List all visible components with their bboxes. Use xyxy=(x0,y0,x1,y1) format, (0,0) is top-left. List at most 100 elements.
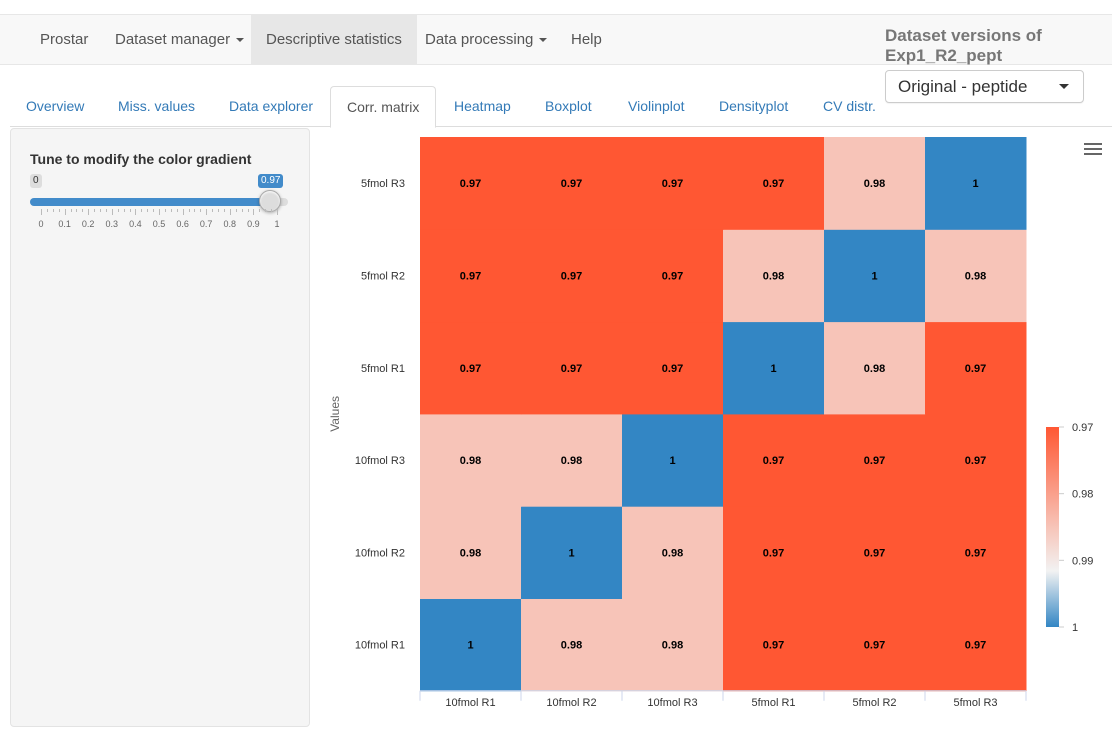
nav-help[interactable]: Help xyxy=(571,31,602,48)
chevron-down-icon xyxy=(1059,84,1069,89)
heatmap-cell-label: 0.97 xyxy=(662,270,683,282)
y-axis-tick-label: 5fmol R2 xyxy=(361,270,405,282)
slider-tick-label: 0.6 xyxy=(176,219,189,229)
slider-tick-label: 1 xyxy=(274,219,280,229)
nav-dataset-manager[interactable]: Dataset manager xyxy=(100,15,259,65)
heatmap-cell-label: 0.98 xyxy=(460,455,481,467)
slider-tick xyxy=(271,209,273,212)
legend-color-bar xyxy=(1046,427,1059,627)
chart-menu-icon[interactable] xyxy=(1084,143,1102,157)
heatmap-cell-label: 0.97 xyxy=(763,547,784,559)
heatmap-cell xyxy=(420,321,522,415)
slider-tick xyxy=(82,209,84,212)
tab-violinplot[interactable]: Violinplot xyxy=(628,98,685,114)
heatmap-cell-label: 0.98 xyxy=(662,640,683,652)
slider-tick xyxy=(265,209,267,212)
slider-tick-label: 0.5 xyxy=(152,219,166,229)
heatmap-cell xyxy=(925,137,1027,230)
heatmap-cell xyxy=(420,137,522,230)
slider-tick xyxy=(105,209,107,212)
heatmap-cell-label: 1 xyxy=(972,178,978,190)
heatmap-cell xyxy=(723,137,825,230)
heatmap-cell xyxy=(824,321,926,415)
slider-tick xyxy=(170,209,172,212)
heatmap-cell xyxy=(824,506,926,599)
heatmap-cell-label: 0.97 xyxy=(662,363,683,375)
x-axis-tick-label: 10fmol R3 xyxy=(647,697,697,709)
slider-tick xyxy=(164,209,166,212)
slider-label: Tune to modify the color gradient xyxy=(30,151,252,167)
slider-tick xyxy=(111,209,113,215)
nav-data-processing[interactable]: Data processing xyxy=(410,15,562,65)
slider-tick xyxy=(135,209,137,215)
slider-tick-label: 0.9 xyxy=(247,219,260,229)
tab-heatmap[interactable]: Heatmap xyxy=(454,98,511,114)
tab-overview[interactable]: Overview xyxy=(26,98,85,114)
tab-miss-values[interactable]: Miss. values xyxy=(118,98,196,114)
slider-handle[interactable] xyxy=(258,190,281,212)
heatmap-cell-label: 0.98 xyxy=(965,270,986,282)
x-axis-tick-label: 5fmol R1 xyxy=(751,697,795,709)
tab-boxplot[interactable]: Boxplot xyxy=(545,98,592,114)
slider-tick xyxy=(52,209,54,212)
slider-tick xyxy=(212,209,214,212)
heatmap-cell-label: 0.97 xyxy=(460,270,481,282)
dataset-version-select[interactable]: Original - peptide xyxy=(885,70,1084,103)
y-axis-tick-label: 10fmol R2 xyxy=(355,547,405,559)
slider-tick-label: 0.8 xyxy=(223,219,237,229)
heatmap-cell xyxy=(420,413,522,507)
tab-data-explorer[interactable]: Data explorer xyxy=(229,98,314,114)
slider-tick xyxy=(94,209,96,212)
heatmap-cell xyxy=(521,321,623,415)
heatmap-cell-label: 0.97 xyxy=(864,455,885,467)
heatmap-cell xyxy=(723,229,825,323)
heatmap-cell-label: 0.97 xyxy=(864,547,885,559)
heatmap-cell xyxy=(420,229,522,323)
heatmap-cell xyxy=(723,321,825,415)
heatmap-cell xyxy=(420,598,522,692)
slider-tick xyxy=(41,209,42,215)
heatmap-cell xyxy=(723,598,825,692)
y-axis-tick-label: 10fmol R3 xyxy=(355,455,405,467)
slider-tick-label: 0.2 xyxy=(81,219,95,229)
heatmap-cell-label: 0.98 xyxy=(561,640,582,652)
slider-tick xyxy=(141,209,143,212)
heatmap-cell-label: 0.98 xyxy=(662,547,683,559)
heatmap-cell xyxy=(925,413,1027,507)
heatmap-cell-label: 1 xyxy=(871,270,877,282)
x-axis-tick-label: 5fmol R2 xyxy=(852,697,896,709)
slider-tick xyxy=(100,209,101,212)
nav-descriptive-statistics[interactable]: Descriptive statistics xyxy=(251,15,417,65)
heatmap-cell xyxy=(723,413,825,507)
heatmap-cell xyxy=(521,506,623,599)
slider-tick xyxy=(70,209,72,212)
slider-tick xyxy=(58,209,60,212)
slider-value-badge: 0.97 xyxy=(258,174,284,188)
slider-track[interactable] xyxy=(30,198,288,206)
tab-corr-matrix[interactable]: Corr. matrix xyxy=(330,86,437,128)
heatmap-cell xyxy=(521,229,623,323)
dataset-version-selected: Original - peptide xyxy=(898,77,1028,96)
heatmap-cell-label: 0.98 xyxy=(864,178,885,190)
heatmap-cell xyxy=(622,137,724,230)
heatmap-cell-label: 0.97 xyxy=(965,547,986,559)
y-axis-tick-label: 5fmol R1 xyxy=(361,363,405,375)
slider-tick-label: 0.4 xyxy=(129,219,142,229)
top-navbar: Prostar Dataset manager Descriptive stat… xyxy=(0,14,1112,65)
slider-tick xyxy=(253,209,255,215)
heatmap-cell xyxy=(824,137,926,230)
slider-tick xyxy=(176,209,178,212)
slider-tick xyxy=(200,209,202,212)
heatmap-cell xyxy=(622,229,724,323)
heatmap-cell-label: 0.97 xyxy=(561,363,582,375)
heatmap-cell-label: 0.97 xyxy=(864,640,885,652)
heatmap-cell xyxy=(521,598,623,692)
tab-bar: Overview Miss. values Data explorer Corr… xyxy=(10,86,1112,128)
slider-tick xyxy=(153,209,155,212)
slider-tick xyxy=(259,209,261,212)
tab-cv-distr[interactable]: CV distr. xyxy=(823,98,876,114)
heatmap-cell-label: 1 xyxy=(770,363,776,375)
slider-fill xyxy=(30,198,270,206)
nav-brand-prostar[interactable]: Prostar xyxy=(40,31,89,48)
tab-densityplot[interactable]: Densityplot xyxy=(719,98,789,114)
